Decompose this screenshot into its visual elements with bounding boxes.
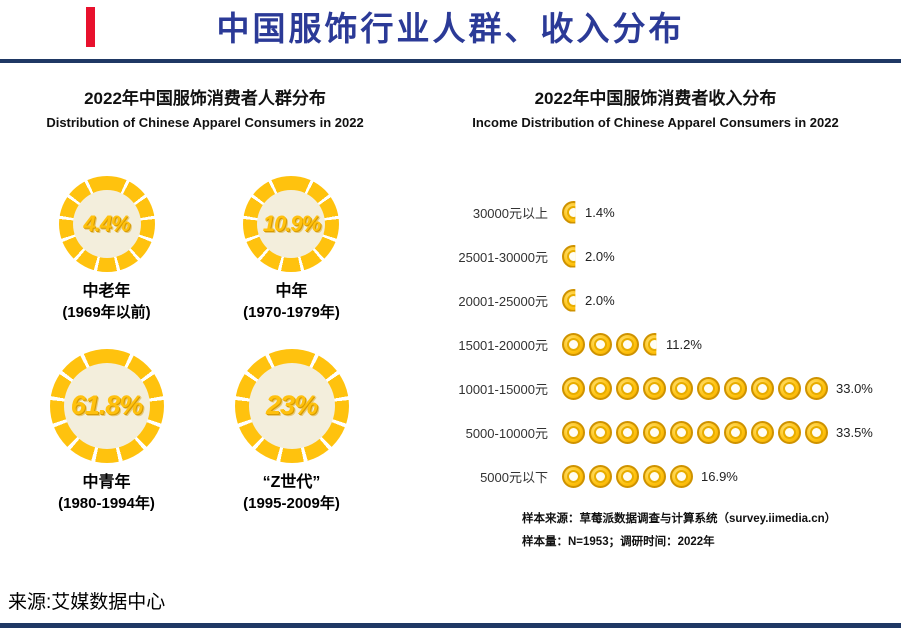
coin-icon: [805, 376, 828, 400]
income-row: 10001-15000元 33.0%: [410, 376, 901, 400]
coin-group: [562, 332, 658, 356]
donut-item-1: 4.4% 中老年 (1969年以前): [58, 176, 155, 323]
donut-chart-icon: 10.9%: [243, 176, 340, 272]
income-range-label: 20001-25000元: [458, 293, 548, 309]
donut-sublabel: (1969年以前): [62, 304, 151, 322]
income-row: 30000元以上 1.4%: [410, 200, 901, 224]
coin-icon: [589, 464, 612, 488]
half-coin-icon: [562, 288, 576, 312]
demographics-title: 2022年中国服饰消费者人群分布: [84, 89, 326, 108]
coin-icon: [643, 420, 666, 444]
income-range-label: 25001-30000元: [458, 249, 548, 265]
donut-value: 10.9%: [262, 211, 321, 236]
income-subtitle: Income Distribution of Chinese Apparel C…: [472, 115, 839, 130]
footnotes: 样本来源：草莓派数据调查与计算系统（survey.iimedia.cn） 样本量…: [522, 508, 901, 554]
coin-icon: [643, 464, 666, 488]
income-range-label: 5000元以下: [480, 469, 548, 485]
income-row: 15001-20000元 11.2%: [410, 332, 901, 356]
income-range-label: 30000元以上: [472, 205, 548, 221]
coin-icon: [751, 376, 774, 400]
coin-icon: [589, 420, 612, 444]
coin-icon: [670, 464, 693, 488]
coin-icon: [697, 376, 720, 400]
coin-icon: [670, 376, 693, 400]
data-source: 来源:艾媒数据中心: [8, 592, 166, 613]
coin-icon: [724, 376, 747, 400]
coin-icon: [778, 376, 801, 400]
donut-sublabel: (1980-1994年): [58, 494, 155, 512]
donut-label: 中老年: [82, 283, 131, 300]
income-panel: 2022年中国服饰消费者收入分布 Income Distribution of …: [410, 62, 901, 554]
donut-value: 23%: [265, 390, 318, 421]
coin-group: [562, 464, 693, 488]
header: 中国服饰行业人群、收入分布: [0, 0, 901, 63]
coin-group: [562, 244, 577, 268]
coin-icon: [778, 420, 801, 444]
donut-value: 61.8%: [70, 390, 144, 421]
income-row: 5000-10000元 33.5%: [410, 420, 901, 444]
income-value: 1.4%: [585, 204, 615, 220]
donut-item-2: 10.9% 中年 (1970-1979年): [243, 176, 340, 323]
donut-label: 中年: [275, 283, 308, 300]
donut-item-4: 23% “Z世代” (1995-2009年): [234, 348, 349, 514]
donut-grid: 4.4% 中老年 (1969年以前) 10.9% 中年 (1970-1979年) 61.8%…: [14, 176, 384, 513]
income-title: 2022年中国服饰消费者收入分布: [534, 89, 777, 108]
coin-icon: [697, 420, 720, 444]
donut-sublabel: (1995-2009年): [243, 494, 340, 512]
half-coin-icon: [562, 200, 576, 224]
income-value: 16.9%: [701, 468, 738, 484]
sample-source-note: 样本来源：草莓派数据调查与计算系统（survey.iimedia.cn）: [522, 513, 837, 525]
income-rows: 30000元以上 1.4% 25001-30000元 2.0% 20001-25000元…: [410, 200, 901, 488]
income-value: 33.0%: [836, 380, 873, 396]
half-coin-icon: [643, 332, 657, 356]
page-title: 中国服饰行业人群、收入分布: [216, 10, 685, 47]
donut-chart-icon: 61.8%: [49, 348, 164, 463]
coin-group: [562, 288, 577, 312]
content: 2022年中国服饰消费者人群分布 Distribution of Chinese…: [0, 62, 901, 554]
donut-chart-icon: 4.4%: [58, 176, 155, 272]
income-row: 5000元以下 16.9%: [410, 464, 901, 488]
coin-icon: [805, 420, 828, 444]
coin-icon: [562, 420, 585, 444]
coin-icon: [562, 376, 585, 400]
coin-icon: [589, 376, 612, 400]
income-value: 2.0%: [585, 248, 615, 264]
coin-icon: [562, 464, 585, 488]
coin-icon: [589, 332, 612, 356]
income-range-label: 5000-10000元: [465, 425, 548, 441]
donut-chart-icon: 23%: [234, 348, 349, 463]
coin-icon: [724, 420, 747, 444]
coin-group: [562, 376, 828, 400]
half-coin-icon: [562, 244, 576, 268]
income-value: 11.2%: [666, 336, 702, 352]
coin-icon: [643, 376, 666, 400]
sample-size-note: 样本量：N=1953；调研时间：2022年: [522, 536, 715, 548]
coin-group: [562, 420, 828, 444]
title-accent-bar: [86, 7, 95, 47]
donut-label: “Z世代”: [262, 473, 321, 491]
coin-icon: [616, 464, 639, 488]
income-range-label: 10001-15000元: [458, 381, 548, 397]
income-value: 33.5%: [836, 424, 873, 440]
coin-icon: [616, 332, 639, 356]
donut-label: 中青年: [82, 473, 131, 491]
demographics-panel: 2022年中国服饰消费者人群分布 Distribution of Chinese…: [0, 62, 410, 554]
donut-sublabel: (1970-1979年): [243, 304, 340, 322]
coin-icon: [562, 332, 585, 356]
income-row: 25001-30000元 2.0%: [410, 244, 901, 268]
demographics-subtitle: Distribution of Chinese Apparel Consumer…: [46, 115, 364, 130]
income-row: 20001-25000元 2.0%: [410, 288, 901, 312]
coin-icon: [751, 420, 774, 444]
footer-divider: [0, 623, 901, 628]
donut-value: 4.4%: [83, 211, 130, 236]
coin-group: [562, 200, 577, 224]
coin-icon: [616, 420, 639, 444]
income-range-label: 15001-20000元: [458, 337, 548, 353]
coin-icon: [670, 420, 693, 444]
coin-icon: [616, 376, 639, 400]
header-divider: [0, 59, 901, 63]
income-value: 2.0%: [585, 292, 615, 308]
donut-item-3: 61.8% 中青年 (1980-1994年): [49, 348, 164, 514]
